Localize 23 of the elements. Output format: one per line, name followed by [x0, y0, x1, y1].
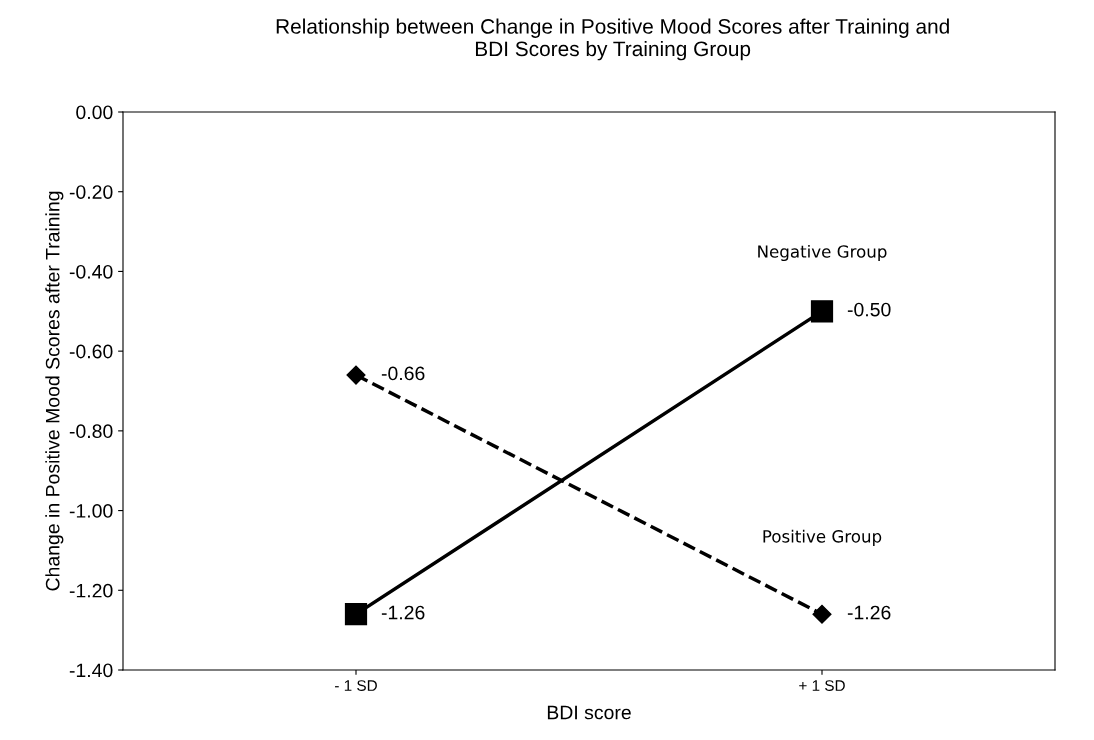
- data-label: -1.26: [847, 605, 891, 620]
- y-tick-label: -0.40: [69, 264, 113, 279]
- chart-title: Relationship between Change in Positive Mood Scores after Training and BDI Scores by Training Group: [276, 18, 949, 61]
- y-tick-label: -0.60: [69, 344, 113, 359]
- y-tick-label: -1.40: [69, 663, 113, 678]
- point: [810, 300, 834, 323]
- y-axis-title: Change in Positive Mood Scores after Training: [45, 191, 64, 591]
- y-tick-label: -0.20: [69, 185, 113, 199]
- y-tick-label: -1.00: [69, 504, 113, 518]
- y-tick-label: -0.80: [69, 424, 113, 439]
- data-label: -0.66: [381, 366, 425, 381]
- text: Negative Group: [758, 244, 887, 262]
- data-label: -1.26: [381, 605, 425, 620]
- point: [344, 603, 368, 626]
- x-tick-label: - 1 SD: [335, 680, 377, 691]
- point: [812, 604, 832, 624]
- x-axis-title: BDI score: [547, 705, 631, 720]
- text: Positive Group: [763, 529, 882, 546]
- point: [346, 365, 366, 385]
- data-label: -0.50: [847, 302, 891, 317]
- x-tick-label: + 1 SD: [799, 680, 845, 691]
- y-tick-label: 0.00: [76, 105, 113, 120]
- y-tick-label: -1.20: [69, 583, 113, 598]
